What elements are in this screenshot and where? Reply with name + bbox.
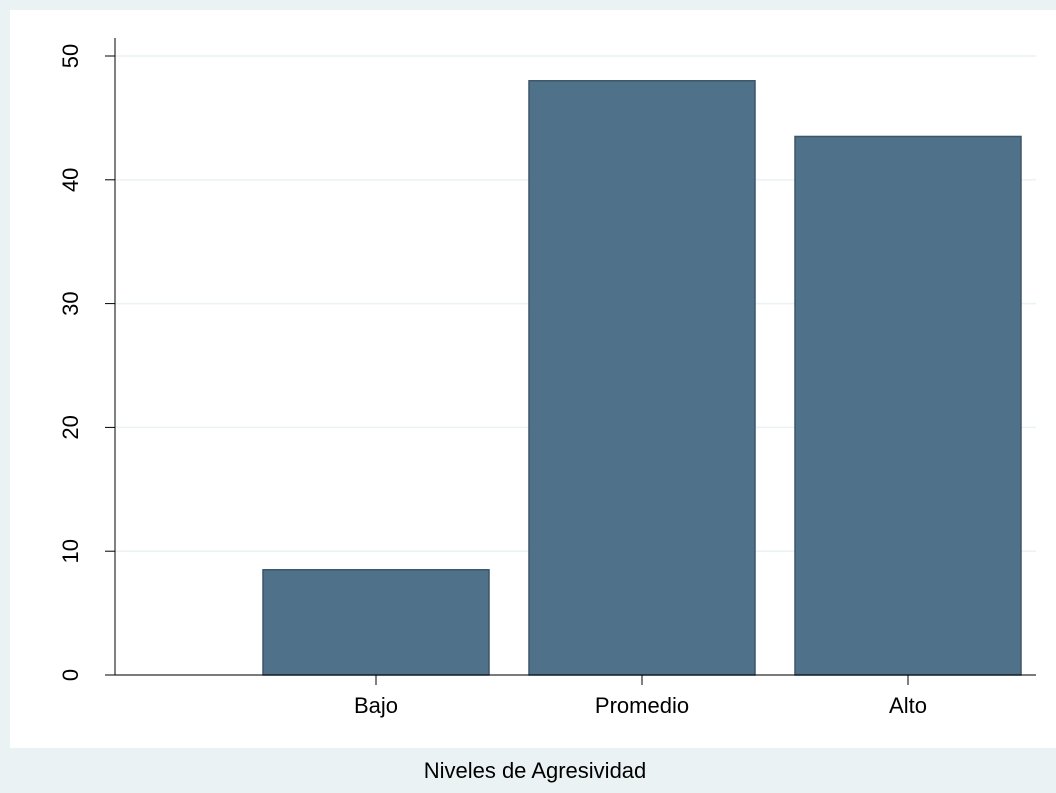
bar bbox=[794, 135, 1022, 676]
y-tick-label: 40 bbox=[58, 168, 83, 192]
y-tick-label: 0 bbox=[58, 669, 83, 681]
x-tick-label: Bajo bbox=[354, 693, 398, 718]
y-tick-label: 20 bbox=[58, 415, 83, 439]
x-axis-title: Niveles de Agresividad bbox=[424, 758, 647, 783]
y-tick-label: 30 bbox=[58, 291, 83, 315]
x-tick-label: Alto bbox=[889, 693, 927, 718]
bar bbox=[262, 569, 490, 676]
y-tick-label: 50 bbox=[58, 44, 83, 68]
y-tick-label: 10 bbox=[58, 539, 83, 563]
x-tick-label: Promedio bbox=[595, 693, 689, 718]
bar bbox=[528, 80, 756, 676]
